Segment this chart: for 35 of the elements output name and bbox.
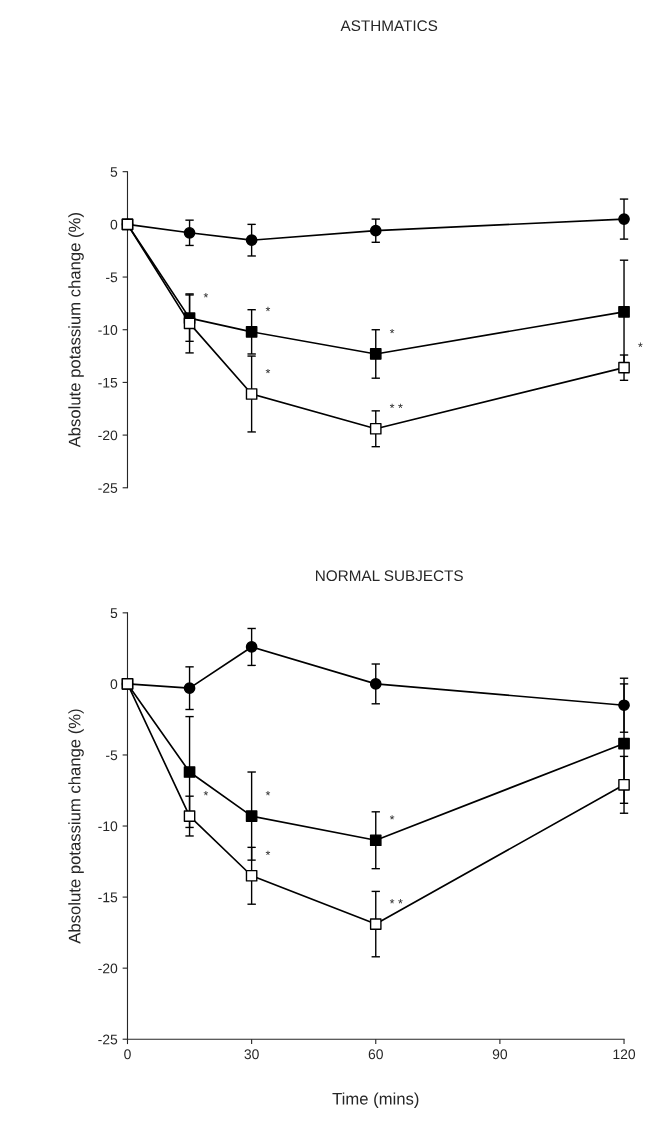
y-tick-label: -15 <box>98 892 118 903</box>
annotation: * * <box>389 899 403 904</box>
y-tick-label: -20 <box>98 430 118 441</box>
y-tick-label: 5 <box>110 167 118 177</box>
y-axis-title: Absolute potassium change (%) <box>68 213 84 448</box>
x-axis-title: Time (mins) <box>332 1092 419 1108</box>
x-tick-label: 90 <box>492 1049 508 1060</box>
y-tick-label: 5 <box>110 608 118 619</box>
x-tick-label: 120 <box>613 1049 636 1060</box>
annotation: * <box>265 306 271 312</box>
y-tick-label: -10 <box>98 821 118 832</box>
annotation: * <box>638 342 643 347</box>
y-tick-label: -25 <box>98 1034 118 1045</box>
y-tick-label: -5 <box>106 272 118 283</box>
annotation: * * <box>389 403 403 409</box>
annotation: * <box>265 791 271 796</box>
y-tick-label: 0 <box>110 219 118 230</box>
x-tick-label: 30 <box>244 1049 259 1060</box>
annotation: * <box>265 368 271 374</box>
x-tick-label: 60 <box>368 1049 383 1060</box>
y-tick-label: -5 <box>106 750 118 761</box>
y-tick-label: -20 <box>98 963 118 974</box>
annotation: * <box>203 791 209 796</box>
chart-title: NORMAL SUBJECTS <box>316 570 463 582</box>
annotation: * <box>389 328 395 334</box>
y-tick-label: -25 <box>98 483 118 493</box>
y-tick-label: -10 <box>98 325 118 335</box>
y-tick-label: -15 <box>98 377 118 388</box>
y-axis-title: Absolute potassium change (%) <box>68 709 84 944</box>
annotation: * <box>203 293 209 298</box>
annotation: * <box>265 850 271 856</box>
chart-title: ASTHMATICS <box>340 20 438 32</box>
x-tick-label: 0 <box>124 1049 131 1060</box>
annotation: * <box>389 815 395 820</box>
y-tick-label: 0 <box>110 679 118 690</box>
